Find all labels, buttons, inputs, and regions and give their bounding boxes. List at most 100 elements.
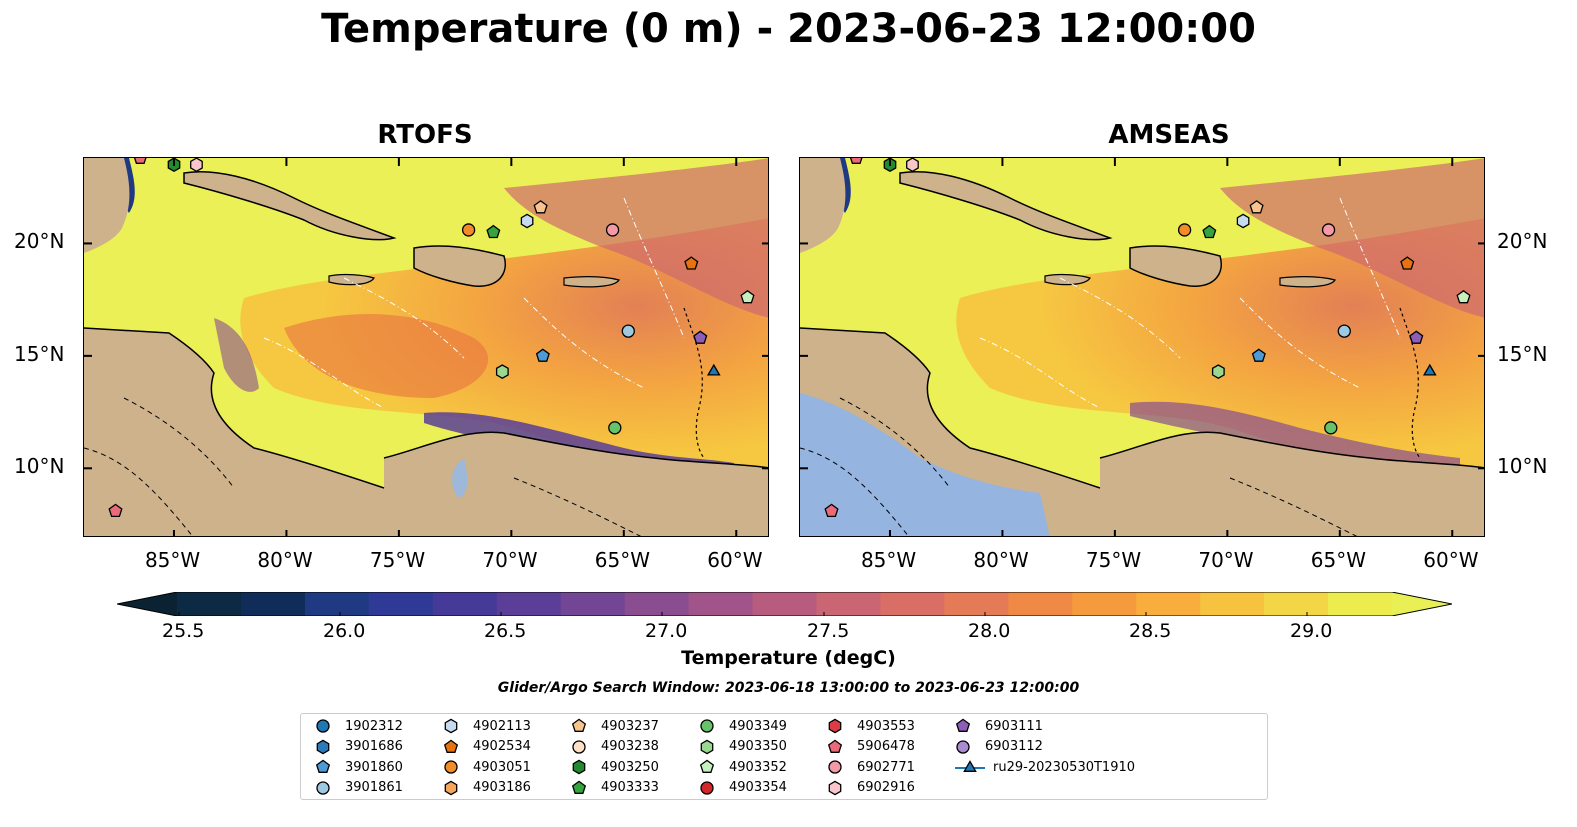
legend-entry-label: 4903051 <box>473 759 531 775</box>
legend-entry-label: 4902113 <box>473 718 531 734</box>
colorbar-tick-label: 27.0 <box>645 620 688 642</box>
observation-marker[interactable] <box>849 158 863 164</box>
legend-entry-label: 3901686 <box>345 739 403 754</box>
legend-entry: 4903352 <box>699 757 787 777</box>
legend-entry: 6903112 <box>955 737 1043 757</box>
observation-marker[interactable] <box>1456 289 1471 304</box>
observation-marker[interactable] <box>533 200 548 214</box>
observation-markers-amseas[interactable] <box>824 158 1485 518</box>
legend-entry-label: 6902916 <box>857 780 915 795</box>
legend-entry-label: 4903250 <box>601 759 659 775</box>
observation-marker[interactable] <box>684 256 699 270</box>
colorbar-segment <box>560 592 626 616</box>
observation-marker[interactable] <box>190 158 203 173</box>
colorbar-tick-label: 29.0 <box>1290 620 1333 642</box>
lat-tick-label: 15°N <box>1497 341 1548 366</box>
colorbar-segment <box>240 592 306 616</box>
colorbar-segment <box>880 592 945 616</box>
colorbar-tick-label: 25.5 <box>162 620 205 642</box>
lon-tick-label: 65°W <box>594 548 651 572</box>
observation-marker[interactable] <box>1422 363 1437 376</box>
observation-marker[interactable] <box>693 330 708 344</box>
observation-marker[interactable] <box>1211 364 1225 379</box>
lat-tick-label: 10°N <box>14 454 65 479</box>
legend-marker-icon <box>444 780 458 795</box>
legend-entry: 4903186 <box>443 778 531 798</box>
colorbar-segment <box>177 592 242 616</box>
legend-entry: 3901861 <box>315 778 403 798</box>
legend-entry: 4903333 <box>571 778 659 798</box>
legend-entry-label: ru29-20230530T1910 <box>993 759 1136 775</box>
observation-marker[interactable] <box>1236 213 1250 229</box>
observation-marker[interactable] <box>1251 348 1266 362</box>
observation-marker[interactable] <box>133 158 147 164</box>
legend-entry-label: 4903553 <box>857 718 915 734</box>
legend-entry-label: 4903237 <box>601 718 659 734</box>
observation-marker[interactable] <box>535 348 550 362</box>
observation-marker[interactable] <box>740 289 755 304</box>
observation-marker[interactable] <box>1249 200 1264 214</box>
legend-marker-icon <box>700 739 714 754</box>
observation-marker[interactable] <box>520 213 534 229</box>
observation-marker[interactable] <box>706 363 721 376</box>
legend-entry: 4903350 <box>699 737 787 757</box>
colorbar-segment <box>624 592 690 616</box>
legend-marker-icon <box>572 759 586 775</box>
observation-marker[interactable] <box>605 223 620 237</box>
lon-tick-label: 80°W <box>973 548 1029 572</box>
colorbar-label: Temperature (degC) <box>681 647 896 669</box>
observation-marker[interactable] <box>1337 324 1351 338</box>
panel-title-amseas: AMSEAS <box>1108 120 1230 150</box>
lon-tick-label: 80°W <box>257 548 313 572</box>
observation-marker[interactable] <box>608 421 622 435</box>
observation-marker[interactable] <box>1177 223 1192 237</box>
legend-entry-label: 4903349 <box>729 718 787 734</box>
legend-entry: 4903354 <box>699 778 787 798</box>
lon-tick-label: 75°W <box>369 548 426 572</box>
colorbar-segment <box>432 592 498 616</box>
legend-marker-icon <box>571 718 587 732</box>
lon-tick-label: 75°W <box>1085 548 1142 572</box>
legend-entry: 4902534 <box>443 737 531 757</box>
legend-entry: ru29-20230530T1910 <box>955 757 1135 777</box>
legend-marker-icon <box>444 760 458 774</box>
legend-marker-icon <box>827 739 843 753</box>
colorbar-segment <box>816 592 882 616</box>
legend-entry: 6902771 <box>827 757 915 777</box>
observation-marker[interactable] <box>108 503 123 518</box>
observation-marker[interactable] <box>486 224 501 239</box>
legend-entry-label: 3901860 <box>345 759 403 775</box>
observation-marker[interactable] <box>1409 330 1424 344</box>
map-panel-amseas[interactable] <box>799 157 1485 537</box>
observation-marker[interactable] <box>1324 421 1338 435</box>
observation-marker[interactable] <box>621 324 635 338</box>
lat-tick-label: 20°N <box>14 229 65 254</box>
observation-marker[interactable] <box>1400 256 1415 270</box>
legend-entry-label: 4903352 <box>729 759 787 775</box>
observation-marker[interactable] <box>1321 223 1336 237</box>
legend-entry: 4903238 <box>571 737 659 757</box>
legend-entry-label: 1902312 <box>345 718 403 734</box>
observation-marker[interactable] <box>495 364 509 379</box>
legend-entry-label: 4903238 <box>601 739 659 754</box>
colorbar-segment <box>304 592 370 616</box>
legend-marker-icon <box>315 759 331 773</box>
map-canvas-rtofs <box>84 158 768 536</box>
legend-entry-label: 4903350 <box>729 739 787 754</box>
colorbar-tick-label: 26.0 <box>323 620 366 642</box>
observation-marker[interactable] <box>824 503 839 518</box>
legend-marker-icon <box>316 719 330 733</box>
legend-entry-label: 3901861 <box>345 780 403 795</box>
colorbar-segment <box>944 592 1009 616</box>
observation-marker[interactable] <box>461 223 476 237</box>
legend-entry: 4903051 <box>443 757 531 777</box>
colorbar-tick-label: 28.0 <box>968 620 1011 642</box>
colorbar-tick-label: 27.5 <box>807 620 850 642</box>
map-panel-rtofs[interactable] <box>83 157 769 537</box>
legend-marker-icon <box>316 780 330 795</box>
colorbar-segment <box>368 592 434 616</box>
colorbar <box>117 592 1452 616</box>
legend: 1902312 3901686 3901860 3901861 4902113 49025… <box>300 713 1268 800</box>
observation-marker[interactable] <box>1202 224 1217 239</box>
observation-marker[interactable] <box>906 158 919 173</box>
